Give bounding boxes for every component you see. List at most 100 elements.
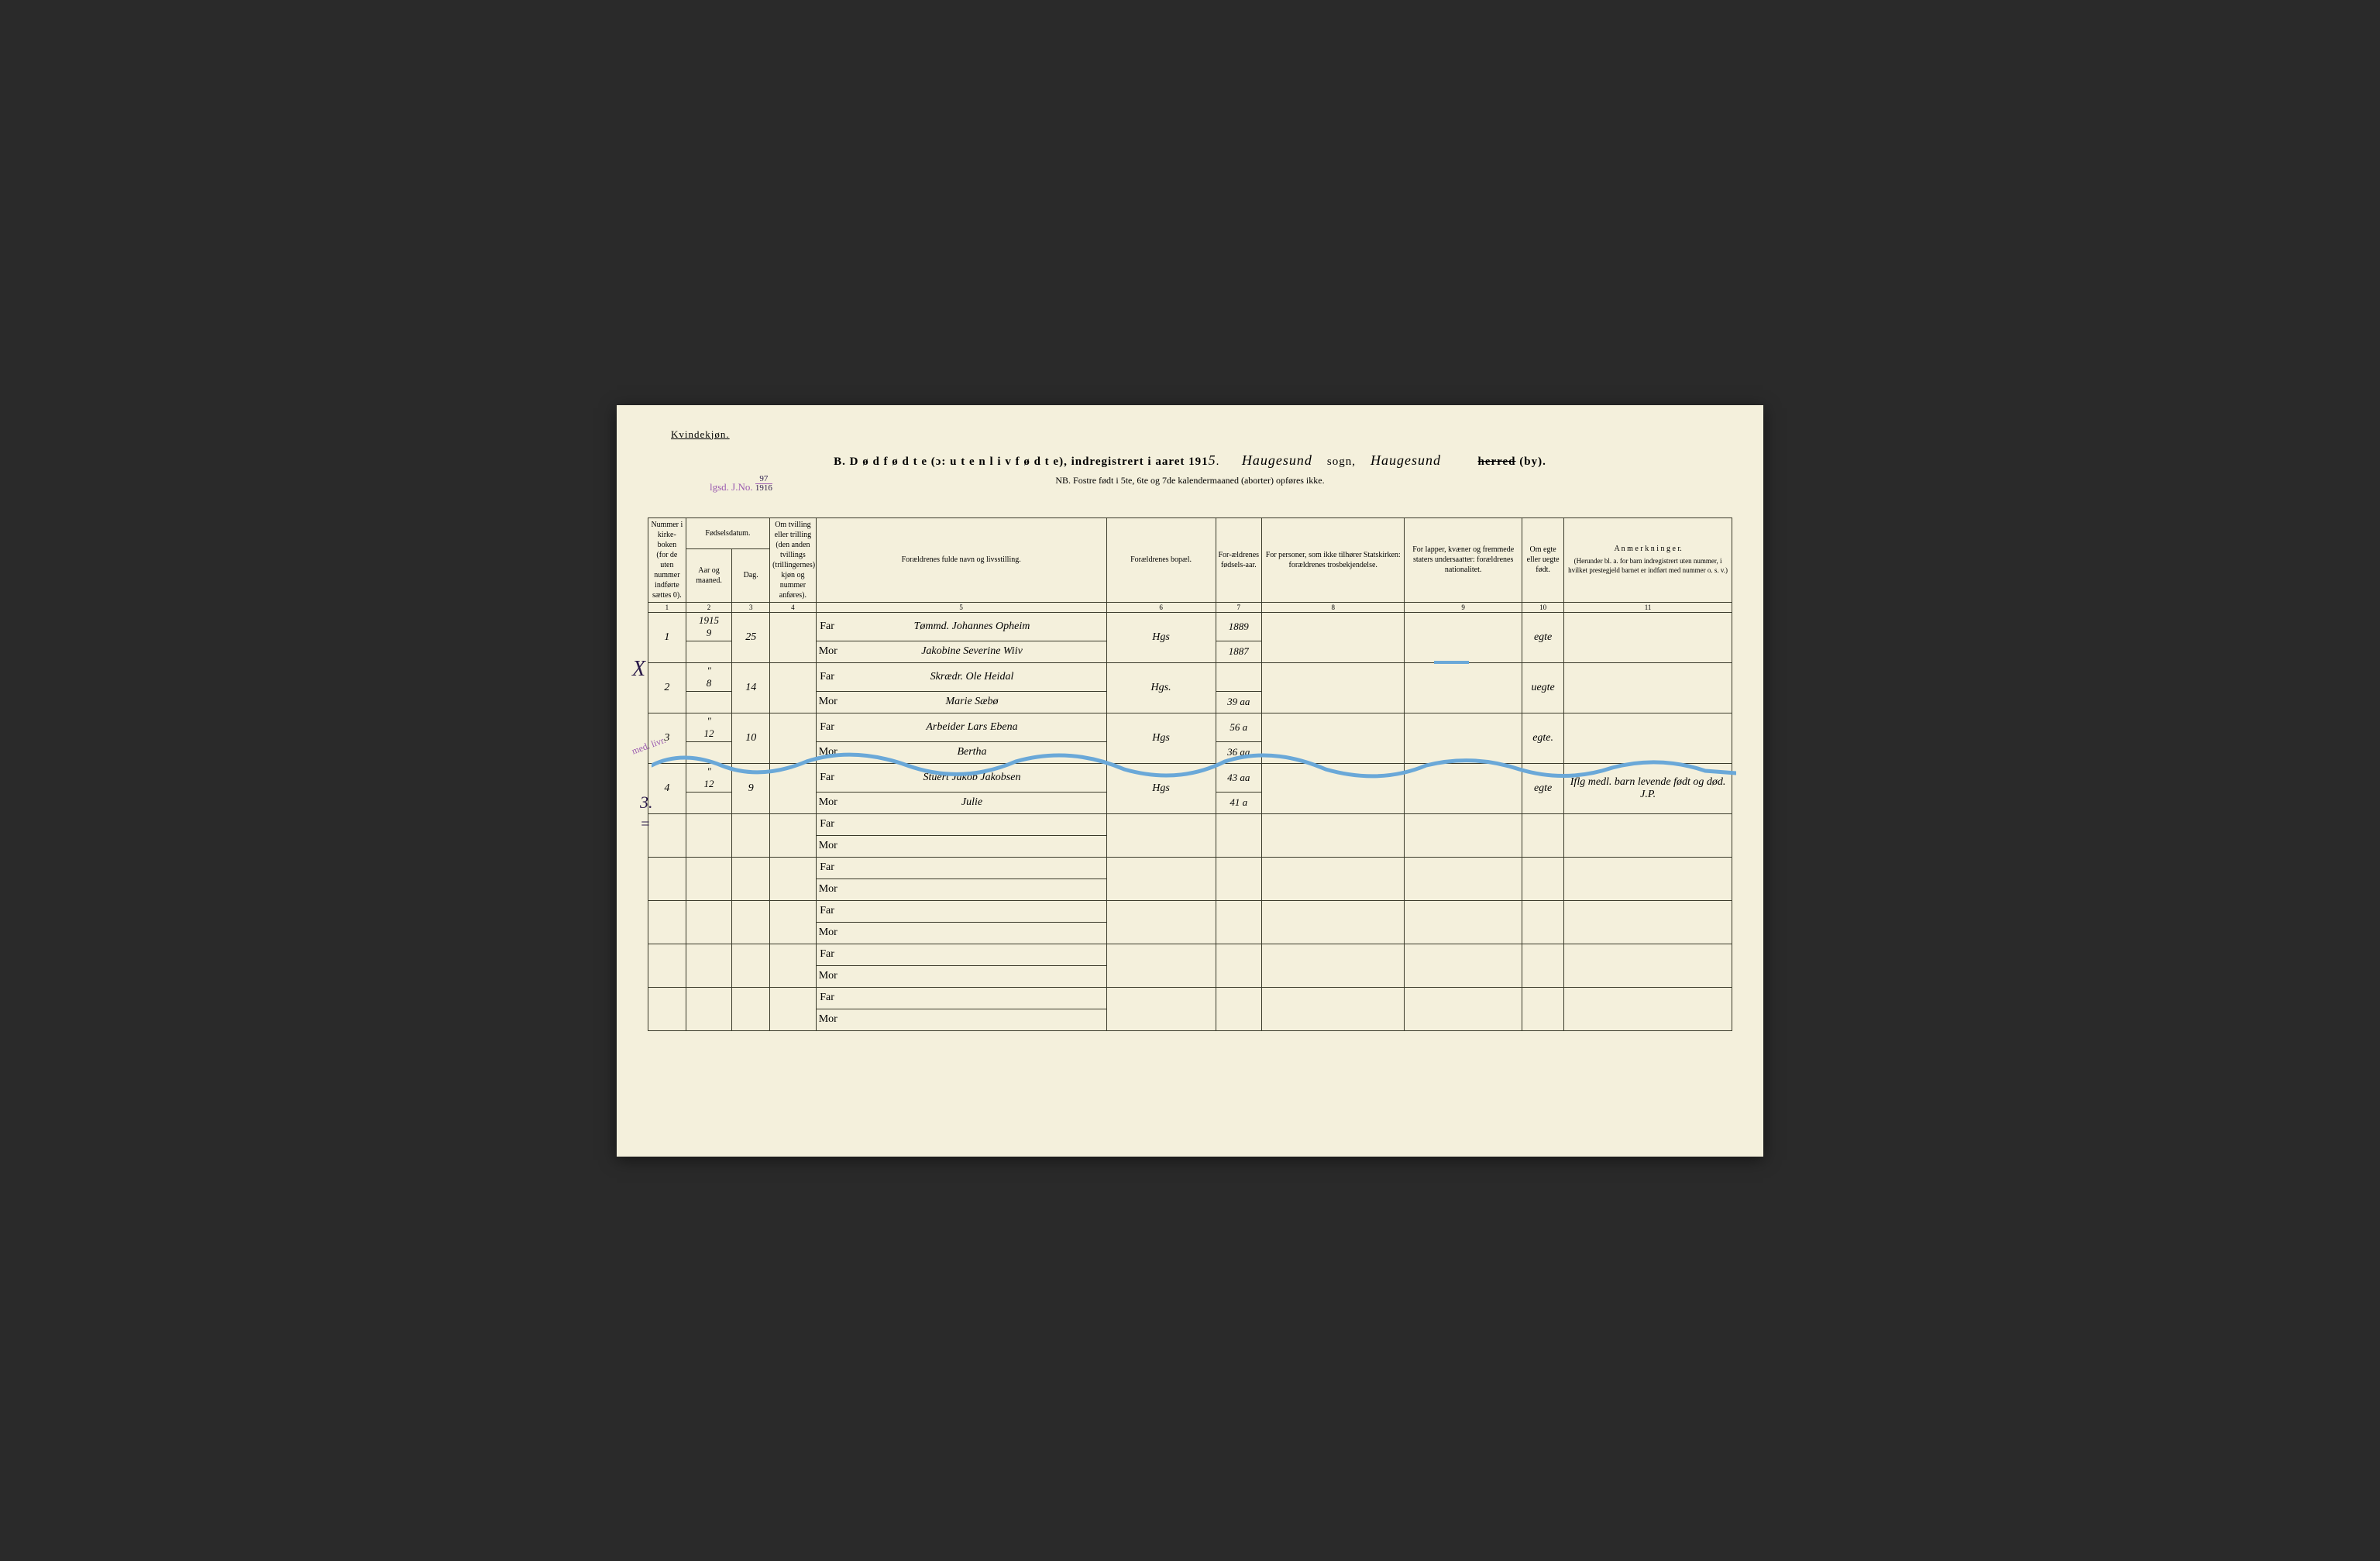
journal-number-stamp: lgsd. J.No. 97 1916	[710, 475, 772, 493]
column-numbers-row: 1 2 3 4 5 6 7 8 9 10 11	[648, 602, 1732, 612]
legitimacy	[1522, 857, 1564, 900]
far-label: Far	[816, 813, 837, 835]
father-name: Skrædr. Ole Heidal	[837, 662, 1106, 691]
father-name: Arbeider Lars Ebena	[837, 713, 1106, 741]
day: 9	[732, 763, 770, 813]
remarks	[1564, 713, 1732, 763]
legitimacy	[1522, 900, 1564, 944]
table-row-far: 3"1210FarArbeider Lars EbenaHgs56 aegte.	[648, 713, 1732, 741]
margin-note-3: 3.	[640, 793, 653, 813]
religion-cell	[1262, 813, 1405, 857]
birthyear	[1216, 900, 1262, 944]
mor-label: Mor	[816, 878, 837, 900]
col-header-10: Om egte eller uegte født.	[1522, 517, 1564, 602]
day	[732, 900, 770, 944]
title-period: .	[1216, 456, 1220, 468]
remarks	[1564, 900, 1732, 944]
col-header-2a: Aar og maaned.	[686, 548, 732, 602]
col-header-11-top: A n m e r k n i n g e r.	[1567, 544, 1729, 554]
father-name	[837, 987, 1106, 1009]
twin-cell	[770, 857, 817, 900]
father-name	[837, 857, 1106, 878]
col-header-11-sub: (Herunder bl. a. for barn indregistrert …	[1567, 557, 1729, 575]
colnum: 8	[1262, 602, 1405, 612]
residence: Hgs	[1106, 612, 1216, 662]
mor-label: Mor	[816, 1009, 837, 1030]
table-row-far: 11915925FarTømmd. Johannes OpheimHgs1889…	[648, 612, 1732, 641]
entry-number	[648, 813, 686, 857]
mother-name: Julie	[837, 792, 1106, 813]
jno-fraction: 97 1916	[755, 475, 772, 493]
entry-number: 2	[648, 662, 686, 713]
far-label: Far	[816, 763, 837, 792]
remarks	[1564, 857, 1732, 900]
year-month: "12	[686, 763, 732, 792]
religion-cell	[1262, 713, 1405, 763]
colnum: 2	[686, 602, 732, 612]
col-header-9: For lapper, kvæner og fremmede staters u…	[1405, 517, 1522, 602]
table-row-empty: Far	[648, 900, 1732, 922]
herred-label-strike: herred	[1477, 456, 1515, 468]
day: 25	[732, 612, 770, 662]
year-month: "8	[686, 662, 732, 691]
birthyear	[1216, 944, 1262, 987]
year-month	[686, 900, 732, 944]
jno-bot: 1916	[755, 484, 772, 493]
mother-birthyear: 36 aa	[1216, 741, 1262, 763]
twin-cell	[770, 612, 817, 662]
residence	[1106, 944, 1216, 987]
birthyear	[1216, 813, 1262, 857]
table-row-empty: Far	[648, 944, 1732, 965]
year-handwritten: 5	[1209, 452, 1216, 468]
day	[732, 987, 770, 1030]
mother-name	[837, 878, 1106, 900]
twin-cell	[770, 813, 817, 857]
residence: Hgs	[1106, 763, 1216, 813]
col-header-4: Om tvilling eller trilling (den anden tv…	[770, 517, 817, 602]
far-label: Far	[816, 662, 837, 691]
legitimacy: egte	[1522, 612, 1564, 662]
father-name	[837, 944, 1106, 965]
nationality-cell	[1405, 713, 1522, 763]
mother-name: Jakobine Severine Wiiv	[837, 641, 1106, 662]
father-birthyear	[1216, 662, 1262, 691]
col-header-11: A n m e r k n i n g e r. (Herunder bl. a…	[1564, 517, 1732, 602]
residence	[1106, 900, 1216, 944]
father-name: Tømmd. Johannes Opheim	[837, 612, 1106, 641]
month-cell	[686, 792, 732, 813]
month-cell	[686, 641, 732, 662]
legitimacy	[1522, 944, 1564, 987]
day	[732, 944, 770, 987]
day	[732, 813, 770, 857]
col-header-2b: Dag.	[732, 548, 770, 602]
table-row-empty: Far	[648, 813, 1732, 835]
residence	[1106, 987, 1216, 1030]
mor-label: Mor	[816, 835, 837, 857]
table-row-far: 4"129FarStuert Jakob JakobsenHgs43 aaegt…	[648, 763, 1732, 792]
year-month	[686, 944, 732, 987]
twin-cell	[770, 900, 817, 944]
title-prefix: B. D ø d f ø d t e (ɔ: u t e n l i v f ø…	[834, 456, 1209, 468]
year-month	[686, 857, 732, 900]
day: 14	[732, 662, 770, 713]
twin-cell	[770, 713, 817, 763]
nationality-cell	[1405, 763, 1522, 813]
margin-x-mark: X	[632, 657, 645, 682]
remarks	[1564, 987, 1732, 1030]
residence: Hgs	[1106, 713, 1216, 763]
twin-cell	[770, 944, 817, 987]
col-header-8: For personer, som ikke tilhører Statskir…	[1262, 517, 1405, 602]
nationality-cell	[1405, 944, 1522, 987]
day: 10	[732, 713, 770, 763]
nationality-cell	[1405, 987, 1522, 1030]
mor-label: Mor	[816, 741, 837, 763]
colnum: 9	[1405, 602, 1522, 612]
legitimacy	[1522, 987, 1564, 1030]
mother-birthyear: 39 aa	[1216, 691, 1262, 713]
mother-name	[837, 835, 1106, 857]
herred-handwritten: Haugesund	[1371, 452, 1441, 468]
father-name	[837, 813, 1106, 835]
far-label: Far	[816, 857, 837, 878]
twin-cell	[770, 763, 817, 813]
page-title-line: B. D ø d f ø d t e (ɔ: u t e n l i v f ø…	[648, 452, 1732, 469]
